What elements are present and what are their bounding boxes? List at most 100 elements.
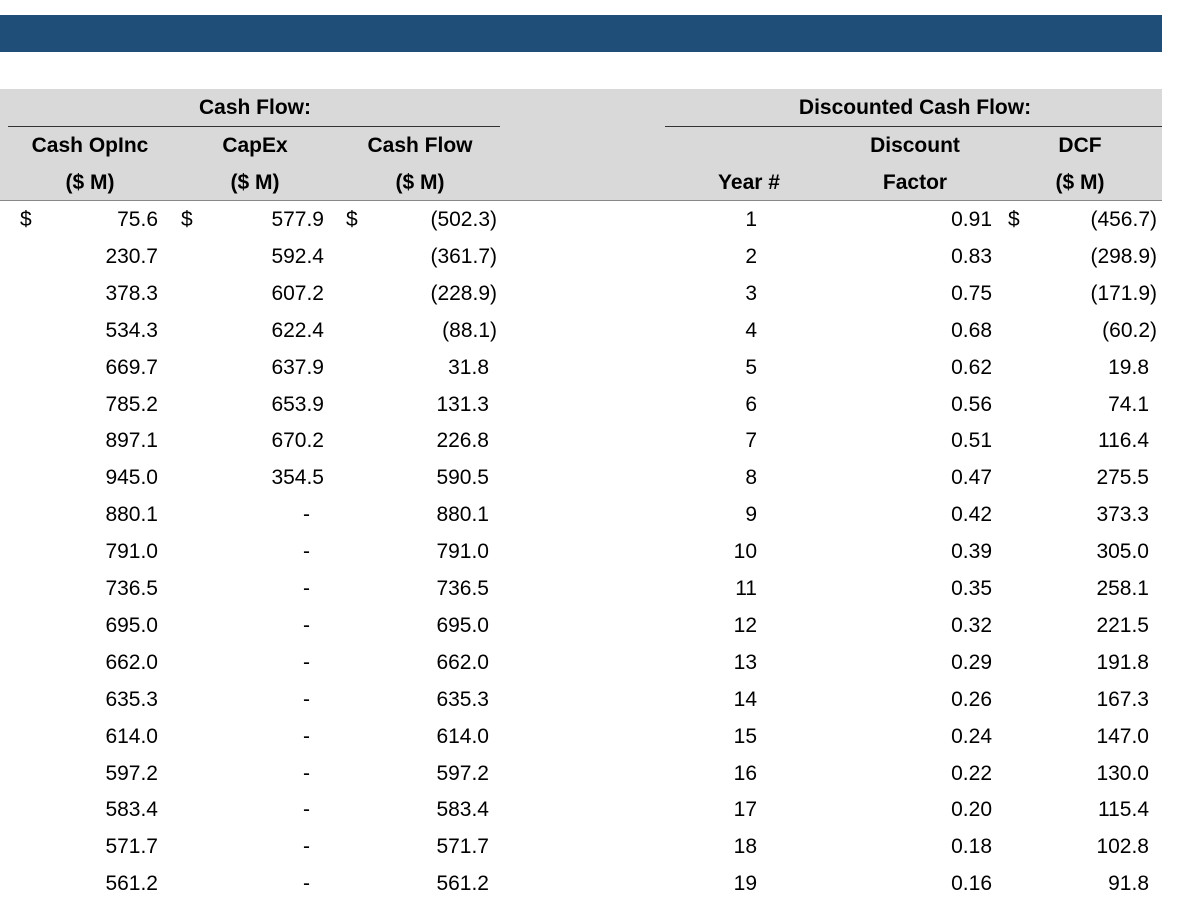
cell: 12 bbox=[733, 613, 757, 637]
group-rule bbox=[8, 126, 500, 127]
column-header: ($ M) bbox=[230, 171, 280, 194]
cell: - bbox=[303, 613, 310, 637]
cell: 31.8 bbox=[448, 355, 489, 379]
cell: 614.0 bbox=[105, 724, 158, 748]
cell: 736.5 bbox=[105, 577, 158, 600]
cell: 10 bbox=[733, 540, 757, 564]
cell: 662.0 bbox=[105, 650, 158, 674]
cell: 0.29 bbox=[951, 650, 992, 674]
cell: 0.47 bbox=[951, 466, 992, 490]
cell: 115.4 bbox=[1098, 798, 1149, 822]
cell: 0.32 bbox=[951, 613, 992, 637]
cell: 0.20 bbox=[951, 798, 992, 822]
cell: 8 bbox=[745, 466, 757, 490]
cell: 791.0 bbox=[105, 540, 158, 564]
cell: - bbox=[303, 650, 310, 674]
cell: 592.4 bbox=[271, 244, 324, 268]
column-header: ($ M) bbox=[395, 171, 445, 194]
cell: 0.35 bbox=[951, 577, 992, 600]
cell: - bbox=[303, 872, 310, 896]
title-bar bbox=[0, 15, 1162, 52]
cell: - bbox=[303, 798, 310, 822]
cell: 0.18 bbox=[951, 835, 992, 859]
group-header: Cash Flow: bbox=[198, 96, 311, 119]
cell: 0.51 bbox=[951, 429, 992, 453]
cell: 75.6 bbox=[117, 208, 158, 231]
cell: 275.5 bbox=[1096, 466, 1149, 490]
cell: (502.3) bbox=[430, 208, 497, 231]
cell: 74.1 bbox=[1108, 392, 1149, 416]
cell: 662.0 bbox=[436, 650, 489, 674]
cell: 695.0 bbox=[105, 613, 158, 637]
column-header: Discount bbox=[870, 134, 960, 157]
cell: (60.2) bbox=[1102, 318, 1157, 342]
cell: - bbox=[303, 503, 310, 527]
cell: 0.39 bbox=[951, 540, 992, 564]
cell: 7 bbox=[745, 429, 757, 453]
column-header: Factor bbox=[882, 171, 948, 194]
cell: 534.3 bbox=[105, 318, 158, 342]
cell: 571.7 bbox=[105, 835, 158, 859]
cell: 637.9 bbox=[271, 355, 324, 379]
group-rule bbox=[665, 126, 1162, 127]
cell: 880.1 bbox=[105, 503, 158, 527]
cell: 653.9 bbox=[271, 392, 324, 416]
cell: 590.5 bbox=[436, 466, 489, 490]
cell: 670.2 bbox=[271, 429, 324, 453]
cell: 3 bbox=[745, 281, 757, 305]
currency-sign: $ bbox=[181, 208, 193, 231]
cell: 561.2 bbox=[436, 872, 489, 896]
cell: 2 bbox=[745, 244, 757, 268]
column-header: CapEx bbox=[222, 134, 288, 157]
cell: (456.7) bbox=[1090, 208, 1157, 231]
column-header: ($ M) bbox=[1055, 171, 1105, 194]
cell: 130.0 bbox=[1096, 761, 1149, 785]
cell: 791.0 bbox=[436, 540, 489, 564]
cell: 0.16 bbox=[951, 872, 992, 896]
cell: - bbox=[303, 761, 310, 785]
currency-sign: $ bbox=[20, 208, 32, 231]
cell: 221.5 bbox=[1096, 613, 1149, 637]
cell: 561.2 bbox=[105, 872, 158, 896]
column-header: Cash OpInc bbox=[31, 134, 149, 157]
cell: 131.3 bbox=[436, 392, 489, 416]
cell: 167.3 bbox=[1096, 687, 1149, 711]
cell: 583.4 bbox=[436, 798, 489, 822]
column-header: DCF bbox=[1058, 134, 1102, 157]
cell: 577.9 bbox=[271, 208, 324, 231]
header-rule bbox=[0, 200, 1162, 201]
cell: (361.7) bbox=[430, 244, 497, 268]
cell: 11 bbox=[735, 577, 757, 600]
cell: 695.0 bbox=[436, 613, 489, 637]
cell: 0.22 bbox=[951, 761, 992, 785]
column-header: Cash Flow bbox=[367, 134, 473, 157]
cell: 373.3 bbox=[1096, 503, 1149, 527]
cell: 16 bbox=[733, 761, 757, 785]
cell: 880.1 bbox=[436, 503, 489, 527]
cell: 191.8 bbox=[1096, 650, 1149, 674]
cell: 0.24 bbox=[951, 724, 992, 748]
cell: 0.42 bbox=[951, 503, 992, 527]
column-header: ($ M) bbox=[65, 171, 115, 194]
cell: 6 bbox=[745, 392, 757, 416]
cell: - bbox=[303, 724, 310, 748]
column-header: Year # bbox=[718, 171, 780, 194]
cell: - bbox=[303, 577, 310, 600]
cell: - bbox=[303, 835, 310, 859]
cell: 9 bbox=[745, 503, 757, 527]
cell: 378.3 bbox=[105, 281, 158, 305]
cell: 635.3 bbox=[436, 687, 489, 711]
cell: (171.9) bbox=[1090, 281, 1157, 305]
cell: 785.2 bbox=[105, 392, 158, 416]
cell: 13 bbox=[733, 650, 757, 674]
cell: 354.5 bbox=[271, 466, 324, 490]
cell: 597.2 bbox=[436, 761, 489, 785]
cell: - bbox=[303, 540, 310, 564]
cell: 4 bbox=[745, 318, 757, 342]
cell: 102.8 bbox=[1096, 835, 1149, 859]
cell: 736.5 bbox=[436, 577, 489, 600]
cell: 614.0 bbox=[436, 724, 489, 748]
cell: 669.7 bbox=[105, 355, 158, 379]
cell: 597.2 bbox=[105, 761, 158, 785]
